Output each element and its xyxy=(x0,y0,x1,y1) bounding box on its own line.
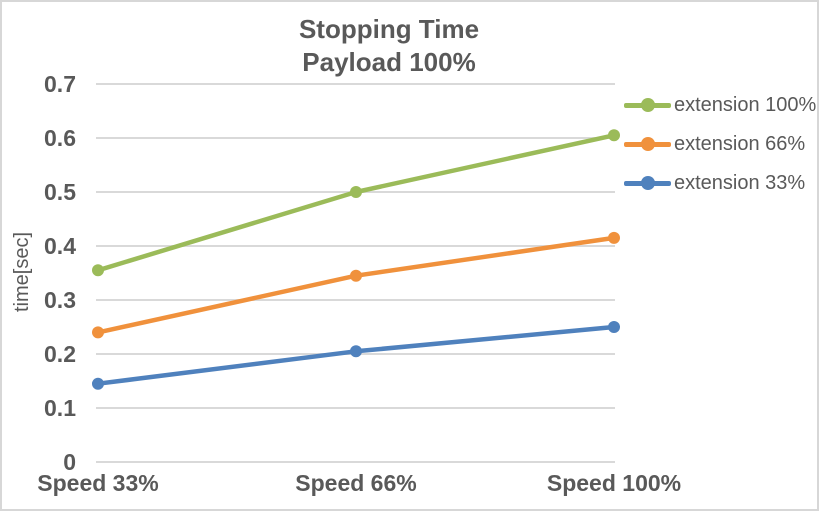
gridline xyxy=(96,137,615,139)
y-axis-tick-label: 0 xyxy=(63,449,76,475)
gridline xyxy=(96,299,615,301)
y-axis-tick-label: 0.3 xyxy=(44,287,76,313)
legend-line-marker-icon xyxy=(624,137,671,151)
data-point xyxy=(608,129,620,142)
data-point xyxy=(350,345,362,358)
x-axis-tick-label: Speed 100% xyxy=(546,470,682,496)
gridline xyxy=(96,461,615,463)
y-axis-tick-label: 0.6 xyxy=(44,125,76,151)
y-axis-tick-label: 0.1 xyxy=(44,395,76,421)
legend-line-marker-icon xyxy=(624,176,671,190)
gridline xyxy=(96,245,615,247)
legend-line-marker-icon xyxy=(624,98,671,112)
chart-title: Stopping Time Payload 100% xyxy=(2,13,776,79)
y-axis-tick-label: 0.7 xyxy=(44,71,76,97)
series-line xyxy=(95,235,617,335)
y-axis-tick-label: 0.5 xyxy=(44,179,76,205)
chart-title-line1: Stopping Time xyxy=(298,14,480,44)
legend-item-label: extension 33% xyxy=(674,171,806,194)
legend-item-label: extension 100% xyxy=(674,93,817,116)
legend-item: extension 66% xyxy=(624,125,805,163)
data-point xyxy=(92,377,104,390)
legend-dot-icon xyxy=(640,176,655,190)
x-axis-tick-label: Speed 33% xyxy=(37,470,159,496)
legend-dot-icon xyxy=(640,137,655,151)
series-extension-33 xyxy=(92,321,620,390)
legend-item: extension 100% xyxy=(624,86,816,124)
data-point xyxy=(92,264,104,277)
gridline xyxy=(96,407,615,409)
data-point xyxy=(350,186,362,198)
data-point xyxy=(608,321,620,333)
data-point xyxy=(92,326,104,339)
chart-title-line2: Payload 100% xyxy=(302,47,476,77)
y-axis-tick-label: 0.4 xyxy=(44,233,76,259)
series-extension-66 xyxy=(92,231,620,339)
data-point xyxy=(350,269,362,282)
y-axis-tick-label: 0.2 xyxy=(44,341,76,367)
gridline xyxy=(96,83,615,85)
legend-dot-icon xyxy=(640,98,655,112)
x-axis-tick-label: Speed 66% xyxy=(295,470,417,496)
legend-item-label: extension 66% xyxy=(674,132,806,155)
legend: extension 100% extension 66% extension 33% xyxy=(624,2,817,509)
data-point xyxy=(608,231,620,244)
series-extension-100 xyxy=(92,129,620,277)
legend-item: extension 33% xyxy=(624,164,805,202)
